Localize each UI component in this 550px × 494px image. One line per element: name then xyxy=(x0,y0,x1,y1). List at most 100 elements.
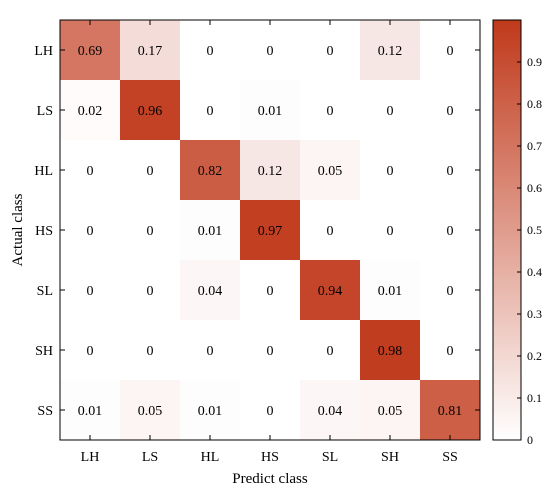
heatmap-cell xyxy=(300,20,361,81)
cell-value-label: 0 xyxy=(267,284,274,299)
y-tick-label: SL xyxy=(37,284,53,299)
heatmap-cell xyxy=(180,140,241,201)
cell-value-label: 0 xyxy=(207,344,214,359)
heatmap-cell xyxy=(420,20,481,81)
colorbar-ticks: 0 0.1 0.2 0.3 0.4 0.5 0.6 0.7 0.8 0.9 xyxy=(517,55,542,447)
heatmap-cell xyxy=(240,380,301,441)
heatmap-cell xyxy=(360,80,421,141)
heatmap-cell xyxy=(420,320,481,381)
y-axis-label: Actual class xyxy=(10,193,26,266)
cell-value-label: 0.02 xyxy=(78,104,103,119)
cell-value-label: 0 xyxy=(147,344,154,359)
cell-value-label: 0 xyxy=(207,44,214,59)
cell-value-label: 0.01 xyxy=(258,104,283,119)
heatmap-cell xyxy=(420,260,481,321)
cell-value-label: 0.05 xyxy=(138,404,163,419)
cell-value-label: 0.94 xyxy=(318,284,343,299)
cell-value-label: 0 xyxy=(327,44,334,59)
y-tick-label: SH xyxy=(35,344,53,359)
colorbar-tick-label: 0 xyxy=(527,433,533,447)
heatmap-cell xyxy=(60,80,121,141)
cell-value-label: 0 xyxy=(267,344,274,359)
cell-value-label: 0 xyxy=(147,164,154,179)
x-tick-label: HS xyxy=(261,450,279,465)
colorbar-tick-label: 0.4 xyxy=(527,265,542,279)
heatmap-cell xyxy=(120,140,181,201)
x-tick-label: HL xyxy=(201,450,220,465)
cell-value-label: 0.82 xyxy=(198,164,223,179)
heatmap-cell xyxy=(60,20,121,81)
cell-value-label: 0 xyxy=(147,224,154,239)
heatmap-cell xyxy=(360,380,421,441)
cell-value-label: 0.96 xyxy=(138,104,163,119)
cell-value-label: 0.01 xyxy=(198,224,223,239)
cell-value-label: 0.01 xyxy=(378,284,403,299)
heatmap-cell xyxy=(180,20,241,81)
heatmap-cell xyxy=(180,200,241,261)
colorbar-tick-label: 0.7 xyxy=(527,139,542,153)
cell-value-label: 0 xyxy=(327,224,334,239)
heatmap-cell xyxy=(300,320,361,381)
y-tick-label: LH xyxy=(34,44,53,59)
cell-value-label: 0.04 xyxy=(318,404,343,419)
heatmap-cell xyxy=(240,140,301,201)
cell-value-label: 0 xyxy=(447,164,454,179)
colorbar-tick-label: 0.5 xyxy=(527,223,542,237)
cell-value-label: 0.04 xyxy=(198,284,223,299)
cell-value-label: 0 xyxy=(87,224,94,239)
heatmap-cell xyxy=(240,20,301,81)
heatmap-cell xyxy=(360,140,421,201)
cell-value-label: 0 xyxy=(447,284,454,299)
cell-value-label: 0 xyxy=(387,104,394,119)
heatmap-cell xyxy=(300,260,361,321)
heatmap-cell xyxy=(120,200,181,261)
cell-value-label: 0 xyxy=(447,224,454,239)
cell-value-label: 0 xyxy=(267,44,274,59)
axis-ticks xyxy=(60,20,480,440)
cell-value-label: 0.05 xyxy=(378,404,403,419)
heatmap-cell xyxy=(120,320,181,381)
heatmap-cells xyxy=(60,20,481,441)
heatmap-cell xyxy=(120,20,181,81)
colorbar-tick-label: 0.9 xyxy=(527,55,542,69)
heatmap-cell xyxy=(420,80,481,141)
cell-value-label: 0 xyxy=(387,164,394,179)
heatmap-cell xyxy=(360,200,421,261)
colorbar-tick-label: 0.8 xyxy=(527,97,542,111)
heatmap-cell xyxy=(60,260,121,321)
colorbar-tick-label: 0.6 xyxy=(527,181,542,195)
cell-value-label: 0 xyxy=(207,104,214,119)
cell-value-label: 0 xyxy=(87,344,94,359)
y-tick-label: HS xyxy=(35,224,53,239)
x-tick-label: SH xyxy=(381,450,399,465)
cell-value-label: 0 xyxy=(87,284,94,299)
cell-value-label: 0.01 xyxy=(78,404,103,419)
heatmap-cell xyxy=(120,80,181,141)
colorbar-tick-label: 0.3 xyxy=(527,307,542,321)
cell-value-label: 0.69 xyxy=(78,44,103,59)
heatmap-cell xyxy=(360,320,421,381)
cell-value-label: 0 xyxy=(87,164,94,179)
heatmap-cell xyxy=(180,80,241,141)
cell-value-label: 0.81 xyxy=(438,404,463,419)
heatmap-cell xyxy=(180,260,241,321)
cell-value-label: 0 xyxy=(147,284,154,299)
heatmap-cell xyxy=(180,320,241,381)
cell-value-labels: 0.69 0.17 0 0 0 0.12 0 0.02 0.96 0 0.01 0 0 0 0 0 0.82 0.… xyxy=(78,44,463,419)
heatmap-cell xyxy=(120,260,181,321)
y-tick-label: SS xyxy=(37,404,53,419)
heatmap-cell xyxy=(360,260,421,321)
heatmap-cell xyxy=(420,200,481,261)
heatmap-cell xyxy=(300,80,361,141)
x-tick-label: LS xyxy=(142,450,158,465)
cell-value-label: 0 xyxy=(327,344,334,359)
cell-value-label: 0 xyxy=(447,344,454,359)
cell-value-label: 0.17 xyxy=(138,44,163,59)
heatmap-cell xyxy=(240,320,301,381)
colorbar xyxy=(492,19,522,441)
cell-value-label: 0 xyxy=(387,224,394,239)
cell-value-label: 0 xyxy=(327,104,334,119)
heatmap-cell xyxy=(240,80,301,141)
x-tick-label: SL xyxy=(322,450,338,465)
